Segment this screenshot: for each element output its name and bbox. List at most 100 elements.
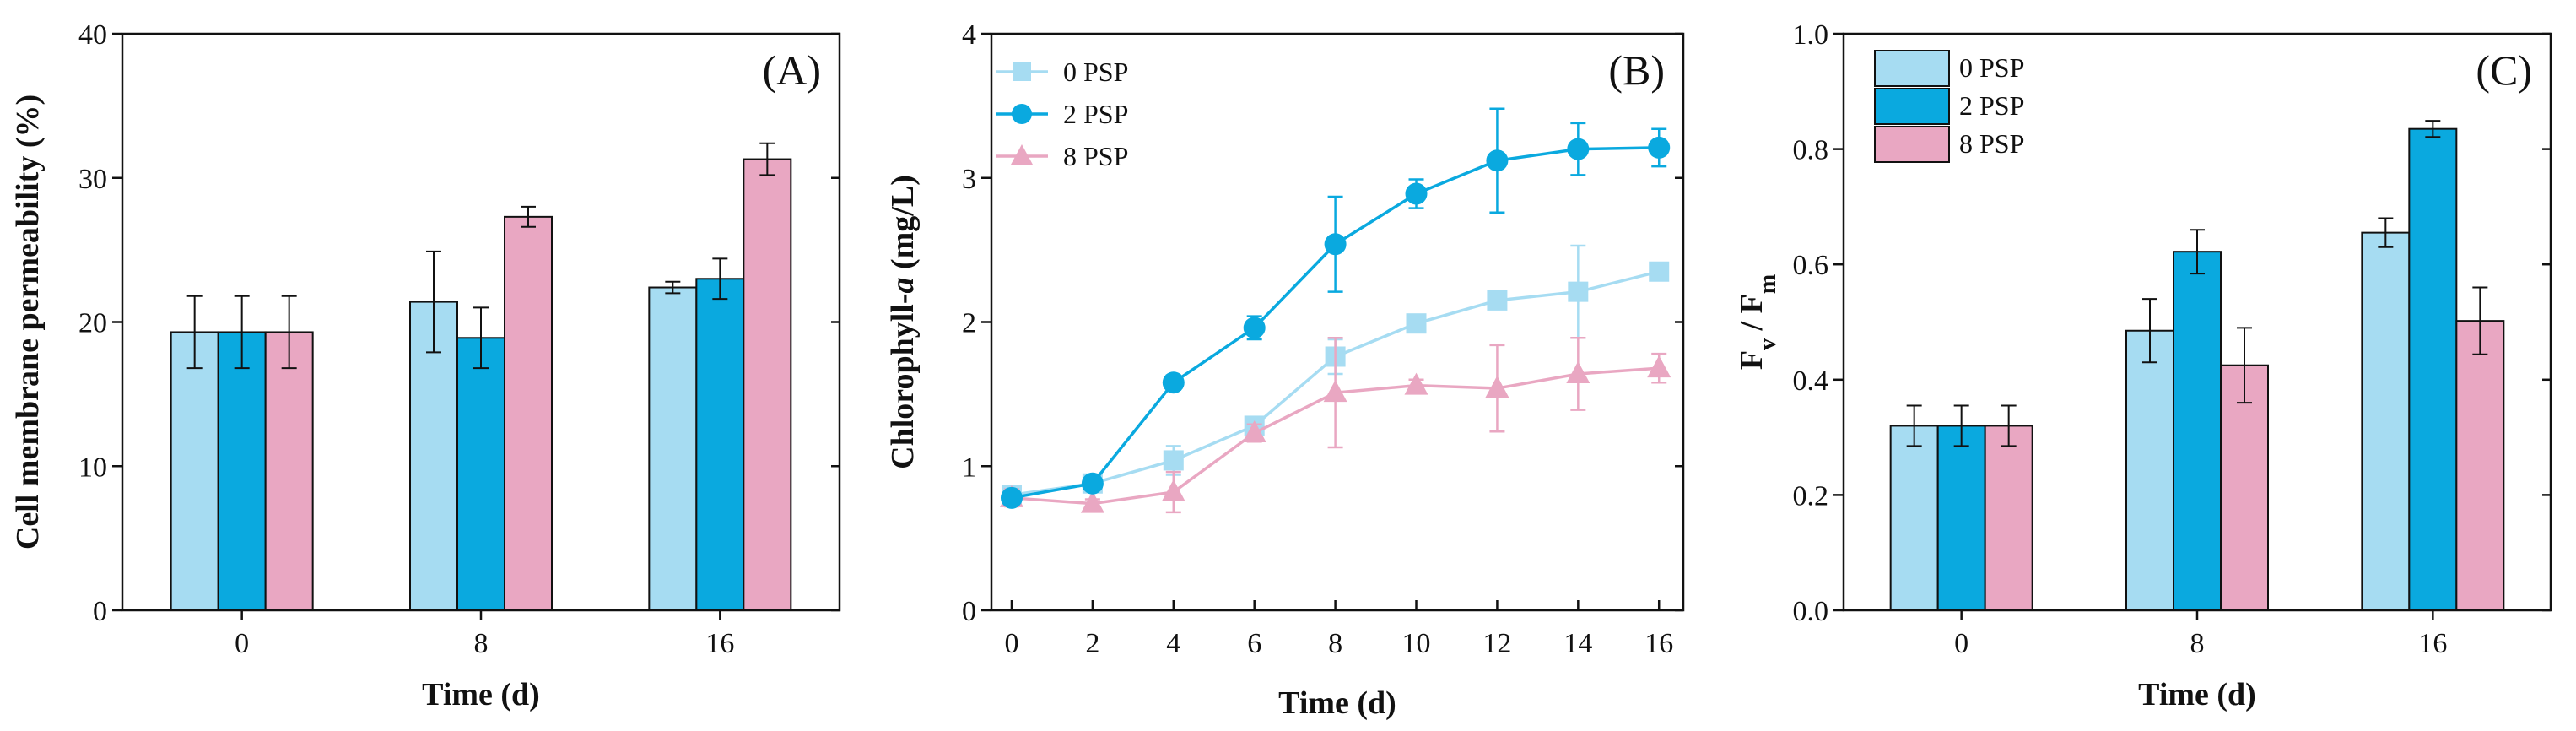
bar-0-psp: [1889, 425, 1939, 611]
x-tick-label: 8: [1328, 628, 1342, 659]
panel-label: (A): [763, 46, 821, 94]
y-tick-label: 0.4: [1793, 366, 1829, 397]
y-tick-label: 40: [78, 19, 107, 51]
y-tick-label: 0.0: [1793, 596, 1829, 627]
data-point-square: [1649, 261, 1670, 282]
data-point-circle: [1324, 233, 1347, 256]
y-tick-label: 0.8: [1793, 135, 1829, 166]
bar-0-psp: [170, 331, 219, 611]
panel-c: 0 8 16 0.0 0.2 0.4 0.6 0.8 1.0 Time (d) (C) Fv / Fm…: [1734, 19, 2552, 712]
legend-label: 2 PSP: [1959, 90, 2024, 121]
x-axis-title: Time (d): [2138, 677, 2256, 712]
x-tick-label: 8: [2190, 628, 2205, 659]
bar-2-psp: [456, 337, 505, 611]
data-point-triangle: [1566, 360, 1590, 383]
legend-label: 2 PSP: [1063, 99, 1128, 129]
y-axis-title-part: v: [1755, 338, 1781, 350]
y-tick-label: 0: [962, 596, 976, 627]
data-point-square: [1163, 450, 1184, 471]
y-tick-label: 0: [93, 596, 107, 627]
data-point-triangle: [1485, 376, 1509, 398]
bar-2-psp: [695, 278, 745, 611]
x-tick-label: 10: [1402, 628, 1431, 659]
data-point-triangle: [1323, 380, 1347, 403]
data-point-circle: [1648, 136, 1671, 159]
x-tick-label: 16: [2418, 628, 2447, 659]
x-tick-label: 0: [235, 628, 249, 659]
data-point-circle: [1486, 149, 1509, 172]
legend-marker-circle: [1012, 104, 1032, 124]
y-axis-title: Cell membrane permeability (%): [10, 95, 46, 550]
y-tick-label: 20: [78, 308, 107, 339]
legend-swatch: [1874, 88, 1950, 125]
x-tick-label: 8: [474, 628, 489, 659]
data-point-circle: [1000, 486, 1023, 509]
legend-label: 8 PSP: [1063, 141, 1128, 171]
data-point-triangle: [1404, 372, 1428, 395]
panel-c-frame: [1842, 32, 2552, 612]
bar-0-psp: [2125, 329, 2174, 611]
legend-marker-triangle: [1011, 144, 1033, 165]
y-axis-title-part: a: [885, 278, 921, 294]
bar-0-psp: [648, 286, 698, 611]
bar-2-psp: [217, 331, 267, 611]
data-point-triangle: [1161, 479, 1185, 501]
y-axis-title-part: / F: [1734, 294, 1769, 338]
y-axis-title: Chlorophyll-a (mg/L): [885, 175, 921, 469]
data-point-circle: [1567, 138, 1590, 160]
x-tick-label: 12: [1482, 628, 1511, 659]
legend-marker-square: [1013, 62, 1031, 81]
data-point-triangle: [1647, 355, 1671, 378]
y-tick-label: 1.0: [1793, 19, 1829, 51]
x-tick-label: 0: [1004, 628, 1018, 659]
panel-label: (C): [2476, 46, 2532, 94]
data-point-circle: [1162, 371, 1185, 394]
bar-2-psp: [2173, 251, 2222, 611]
bar-8-psp: [2455, 320, 2505, 611]
x-tick-label: 4: [1166, 628, 1180, 659]
legend-label: 0 PSP: [1063, 57, 1128, 87]
y-axis-title-part: F: [1734, 350, 1769, 370]
y-tick-label: 1: [962, 452, 976, 483]
y-axis-title-part: m: [1755, 274, 1781, 294]
x-tick-label: 16: [705, 628, 734, 659]
bar-8-psp: [1984, 425, 2033, 611]
legend-label: 8 PSP: [1959, 128, 2024, 159]
x-tick-label: 0: [1954, 628, 1968, 659]
bar-8-psp: [504, 215, 553, 611]
data-point-circle: [1081, 472, 1104, 495]
legend-label: 0 PSP: [1959, 52, 2024, 83]
y-axis-title-part: (mg/L): [885, 175, 921, 277]
x-tick-label: 14: [1563, 628, 1592, 659]
bar-2-psp: [2408, 127, 2458, 611]
y-tick-label: 3: [962, 164, 976, 195]
bar-8-psp: [743, 158, 792, 612]
y-tick-label: 2: [962, 308, 976, 339]
y-axis-title: Fv / Fm: [1734, 274, 1781, 370]
panel-label: (B): [1608, 46, 1665, 94]
data-point-triangle: [1242, 420, 1266, 442]
x-axis-title: Time (d): [1278, 685, 1396, 721]
data-point-square: [1406, 313, 1427, 334]
data-point-square: [1568, 281, 1589, 302]
x-axis-title: Time (d): [422, 677, 540, 712]
bar-2-psp: [1936, 425, 1986, 611]
data-point-triangle: [1080, 490, 1104, 513]
x-tick-label: 6: [1247, 628, 1261, 659]
y-axis-title-part: Chlorophyll-: [885, 294, 921, 469]
data-point-square: [1487, 290, 1508, 311]
legend-swatch: [1874, 126, 1950, 163]
panel-a: 0 8 16 0 10 20 30 40 Time (d) (A) Cell membrane pe…: [10, 19, 841, 712]
bar-0-psp: [2361, 231, 2411, 611]
bar-8-psp: [264, 331, 314, 611]
y-tick-label: 0.6: [1793, 250, 1829, 281]
x-tick-label: 2: [1085, 628, 1099, 659]
y-tick-label: 30: [78, 164, 107, 195]
y-tick-label: 10: [78, 452, 107, 483]
legend-swatch: [1874, 50, 1950, 87]
y-tick-label: 0.2: [1793, 480, 1829, 512]
x-tick-label: 16: [1644, 628, 1673, 659]
